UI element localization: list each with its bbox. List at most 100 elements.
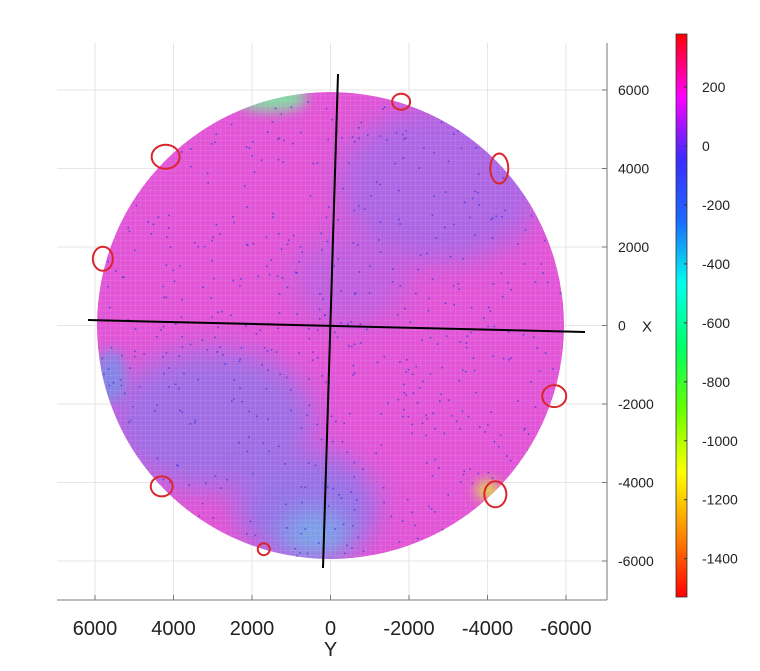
die-speckle [363,208,366,210]
die-speckle [261,364,263,366]
die-speckle [542,272,544,274]
die-speckle [156,404,158,406]
die-speckle [469,468,471,470]
die-speckle [379,135,382,137]
die-speckle [103,373,105,376]
die-speckle [360,121,363,124]
die-speckle [197,378,199,381]
die-speckle [168,214,170,217]
die-speckle [335,420,337,423]
colorbar-scale [675,33,688,598]
die-speckle [462,257,465,260]
die-speckle [215,133,217,136]
die-speckle [265,236,268,238]
die-speckle [552,368,554,370]
die-speckle [154,410,156,412]
die-speckle [282,161,284,163]
die-speckle [411,432,413,434]
die-speckle [490,411,492,413]
die-speckle [214,475,217,477]
die-speckle [487,325,489,328]
die-speckle [347,162,350,164]
die-speckle [123,276,125,278]
die-speckle [522,334,525,336]
die-speckle [493,325,496,328]
die-speckle [270,259,272,261]
die-speckle [426,418,429,420]
die-speckle [194,419,197,422]
die-speckle [337,258,339,260]
die-speckle [320,232,322,235]
die-speckle [504,209,506,212]
die-speckle [398,541,401,543]
die-speckle [447,494,449,496]
die-speckle [163,296,165,299]
die-speckle [112,381,115,384]
die-speckle [417,268,419,271]
die-speckle [433,195,436,197]
die-speckle [403,392,406,394]
die-speckle [240,346,243,349]
die-speckle [432,412,434,415]
die-speckle [210,143,213,145]
die-speckle [307,462,310,464]
die-speckle [523,263,526,265]
die-speckle [411,511,414,514]
die-speckle [399,361,401,363]
die-speckle [523,429,525,431]
die-speckle [210,297,212,299]
die-speckle [181,298,183,301]
die-speckle [180,316,183,318]
die-speckle [543,239,546,242]
die-speckle [457,130,459,132]
die-speckle [325,381,327,383]
die-speckle [276,275,279,277]
die-speckle [385,139,388,141]
die-speckle [292,234,295,237]
die-speckle [406,498,409,501]
colorbar-tick-label: -600 [702,315,730,331]
die-speckle [177,465,180,467]
annotation-circle [483,480,508,509]
colorbar-tick-label: 200 [702,79,726,95]
crosshair-vertical-line [322,73,339,569]
die-speckle [107,368,110,370]
die-speckle [404,307,406,310]
die-speckle [248,147,251,149]
die-speckle [402,157,405,159]
die-speckle [306,552,309,555]
die-speckle [110,346,113,349]
die-speckle [157,216,160,218]
die-speckle [277,445,280,448]
die-speckle [162,285,164,288]
die-speckle [292,142,294,145]
die-speckle [162,478,165,481]
die-speckle [306,414,309,417]
die-speckle [370,195,372,197]
die-speckle [212,517,215,519]
annotation-circle [91,245,114,272]
die-speckle [409,321,412,323]
die-speckle [536,347,538,349]
die-speckle [429,373,432,375]
die-speckle [147,220,150,223]
die-speckle [475,146,477,149]
die-speckle [342,187,344,190]
die-speckle [321,375,323,377]
die-speckle [358,137,360,140]
die-speckle [464,370,467,373]
die-speckle [440,121,443,124]
die-speckle [284,463,286,465]
die-speckle [447,160,450,163]
die-speckle [124,392,126,395]
die-speckle [347,323,349,325]
die-speckle [458,380,461,382]
die-speckle [230,123,233,126]
die-speckle [484,431,486,433]
die-speckle [352,364,355,367]
die-speckle [538,370,541,372]
die-speckle [527,449,529,451]
die-speckle [524,427,526,430]
colorbar-tick-label: -400 [702,256,730,272]
die-speckle [115,270,117,272]
